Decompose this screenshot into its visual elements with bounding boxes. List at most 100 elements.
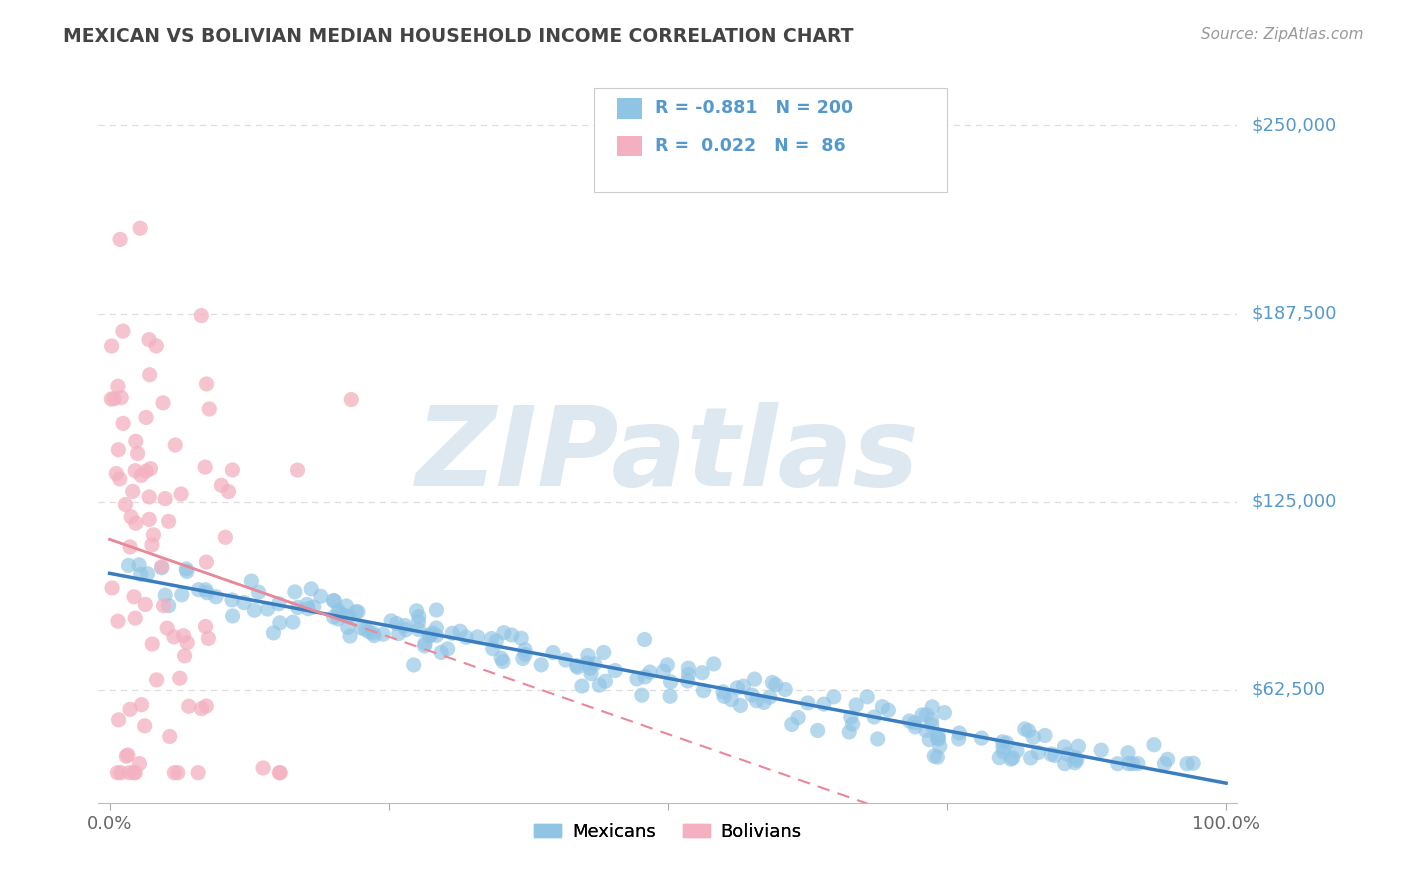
Mexicans: [838, 725, 860, 739]
Bolivians: [122, 590, 145, 604]
Mexicans: [336, 620, 359, 634]
Mexicans: [988, 750, 1011, 764]
Mexicans: [565, 658, 588, 673]
Bolivians: [138, 490, 160, 504]
Mexicans: [970, 731, 993, 745]
Mexicans: [579, 666, 602, 681]
Bolivians: [131, 698, 153, 712]
Bolivians: [159, 730, 181, 744]
Mexicans: [262, 626, 284, 640]
Mexicans: [1001, 751, 1024, 765]
Bolivians: [165, 438, 187, 452]
Mexicans: [408, 623, 430, 637]
Bolivians: [124, 611, 146, 625]
Mexicans: [927, 750, 949, 764]
FancyBboxPatch shape: [593, 87, 946, 193]
Mexicans: [948, 726, 970, 740]
Bolivians: [214, 530, 236, 544]
Text: $125,000: $125,000: [1251, 492, 1337, 511]
Bolivians: [112, 417, 135, 431]
Bolivians: [139, 461, 162, 475]
Mexicans: [841, 717, 863, 731]
Mexicans: [129, 567, 152, 582]
Mexicans: [991, 740, 1014, 755]
Mexicans: [713, 690, 735, 704]
Mexicans: [256, 602, 278, 616]
Bolivians: [129, 221, 152, 235]
Mexicans: [1043, 748, 1066, 763]
Bolivians: [269, 765, 291, 780]
Mexicans: [741, 688, 763, 702]
Mexicans: [588, 678, 610, 692]
Mexicans: [797, 696, 820, 710]
Mexicans: [150, 561, 173, 575]
Mexicans: [911, 708, 934, 723]
Bolivians: [125, 434, 148, 449]
Mexicans: [501, 628, 523, 642]
Mexicans: [323, 594, 346, 608]
Mexicans: [371, 627, 394, 641]
Mexicans: [995, 736, 1018, 750]
Text: MEXICAN VS BOLIVIAN MEDIAN HOUSEHOLD INCOME CORRELATION CHART: MEXICAN VS BOLIVIAN MEDIAN HOUSEHOLD INC…: [63, 27, 853, 45]
Mexicans: [1116, 746, 1139, 760]
Mexicans: [481, 632, 503, 646]
Mexicans: [361, 626, 384, 640]
Mexicans: [441, 626, 464, 640]
Mexicans: [1026, 746, 1049, 760]
Mexicans: [492, 625, 515, 640]
Mexicans: [456, 630, 478, 644]
Bolivians: [163, 630, 186, 644]
Mexicans: [1153, 756, 1175, 771]
Mexicans: [413, 639, 436, 653]
Mexicans: [872, 699, 894, 714]
Bolivians: [197, 632, 219, 646]
Bolivians: [218, 484, 240, 499]
Mexicans: [221, 609, 243, 624]
Bolivians: [269, 765, 291, 780]
Mexicans: [703, 657, 725, 671]
Text: $250,000: $250,000: [1251, 117, 1337, 135]
Mexicans: [1118, 756, 1140, 771]
Text: R = -0.881   N = 200: R = -0.881 N = 200: [655, 100, 853, 118]
Bolivians: [134, 598, 156, 612]
Bolivians: [135, 464, 157, 478]
Bolivians: [100, 339, 122, 353]
Bolivians: [107, 713, 129, 727]
Mexicans: [863, 710, 886, 724]
Mexicans: [541, 646, 564, 660]
Bolivians: [105, 467, 128, 481]
Mexicans: [436, 641, 458, 656]
Mexicans: [512, 651, 534, 665]
Mexicans: [991, 735, 1014, 749]
Bolivians: [108, 472, 131, 486]
Mexicans: [631, 688, 654, 702]
Mexicans: [513, 642, 536, 657]
Mexicans: [425, 621, 447, 635]
Bolivians: [190, 701, 212, 715]
Bolivians: [124, 765, 146, 780]
Bolivians: [221, 463, 243, 477]
Mexicans: [195, 585, 218, 599]
Mexicans: [592, 645, 614, 659]
Bolivians: [103, 392, 125, 406]
Bolivians: [156, 621, 179, 635]
Mexicans: [1122, 756, 1144, 771]
Bolivians: [187, 765, 209, 780]
Mexicans: [482, 641, 505, 656]
Mexicans: [515, 648, 537, 662]
Mexicans: [920, 713, 942, 727]
Bolivians: [166, 765, 188, 780]
Mexicans: [711, 685, 734, 699]
Bolivians: [120, 540, 142, 554]
Mexicans: [1143, 738, 1166, 752]
Mexicans: [692, 683, 714, 698]
Mexicans: [157, 599, 180, 613]
Mexicans: [405, 604, 427, 618]
Bolivians: [150, 559, 173, 574]
Bolivians: [138, 333, 160, 347]
Mexicans: [652, 664, 675, 678]
Mexicans: [759, 690, 782, 705]
Mexicans: [510, 632, 533, 646]
Mexicans: [1022, 731, 1045, 745]
Mexicans: [690, 665, 713, 680]
